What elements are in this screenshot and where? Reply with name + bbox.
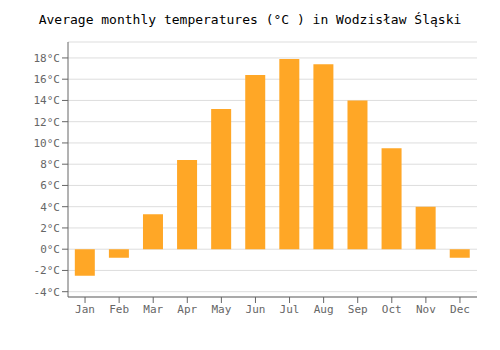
svg-text:May: May	[211, 303, 231, 316]
svg-text:Sep: Sep	[348, 303, 368, 316]
svg-text:Feb: Feb	[109, 303, 129, 316]
svg-text:Dec: Dec	[450, 303, 470, 316]
svg-text:Jul: Jul	[280, 303, 300, 316]
svg-text:14°C: 14°C	[34, 94, 61, 107]
svg-text:12°C: 12°C	[34, 116, 61, 129]
svg-text:Jun: Jun	[246, 303, 266, 316]
svg-text:0°C: 0°C	[40, 243, 60, 256]
svg-text:4°C: 4°C	[40, 201, 60, 214]
svg-text:-2°C: -2°C	[34, 264, 61, 277]
svg-text:Nov: Nov	[416, 303, 436, 316]
svg-text:18°C: 18°C	[34, 52, 61, 65]
svg-text:6°C: 6°C	[40, 179, 60, 192]
svg-text:Jan: Jan	[75, 303, 95, 316]
svg-text:Oct: Oct	[382, 303, 402, 316]
svg-text:Aug: Aug	[314, 303, 334, 316]
svg-text:Mar: Mar	[143, 303, 163, 316]
svg-text:Apr: Apr	[177, 303, 197, 316]
svg-text:16°C: 16°C	[34, 73, 61, 86]
html-text:Average monthly temperatures (: Average monthly temperatures (°C ) in Wo…	[38, 12, 462, 27]
svg-text:2°C: 2°C	[40, 222, 60, 235]
svg-text:8°C: 8°C	[40, 158, 60, 171]
svg-text:-4°C: -4°C	[34, 286, 61, 299]
svg-text:10°C: 10°C	[34, 137, 61, 150]
